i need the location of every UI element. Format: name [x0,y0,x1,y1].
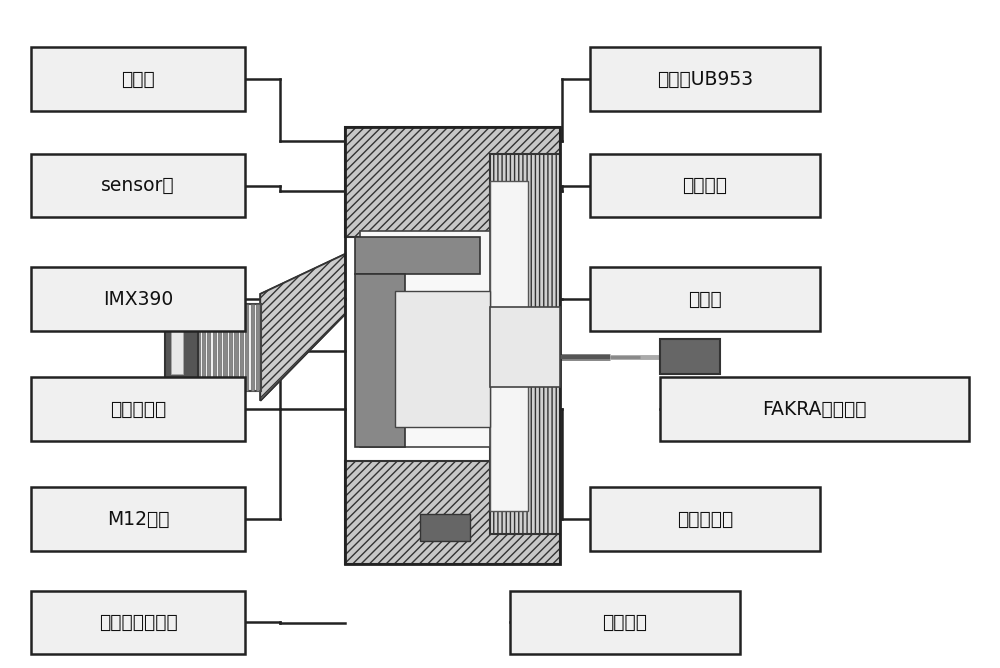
Text: 密封胶圈: 密封胶圈 [602,613,647,632]
Bar [395,291,490,428]
Bar [229,304,232,391]
Bar [202,304,205,391]
Bar [256,304,259,391]
Bar [345,128,560,564]
Bar [660,377,969,441]
Bar [355,237,480,274]
Bar [590,488,820,550]
Bar [31,47,245,111]
Bar [590,267,820,331]
Bar [196,304,200,391]
Bar [223,304,227,391]
Bar [31,591,245,654]
Bar [165,297,198,395]
Text: 惯性测量传感器: 惯性测量传感器 [99,613,177,632]
Bar [213,304,216,391]
Bar [510,591,740,654]
Text: 串行器UB953: 串行器UB953 [657,69,753,89]
Bar [31,267,245,331]
Text: IMX390: IMX390 [103,289,173,309]
Bar [490,307,560,387]
Text: 散热栅: 散热栅 [688,289,722,309]
Bar [171,324,183,374]
Bar [207,304,210,391]
Bar [218,304,221,391]
Bar [590,47,820,111]
Bar [490,180,528,510]
Bar [660,339,720,374]
Text: 铝合金外壳: 铝合金外壳 [677,510,733,528]
Bar [590,154,820,217]
Text: sensor板: sensor板 [101,176,175,195]
Bar [31,154,245,217]
Text: 中性减光片: 中性减光片 [110,399,166,418]
Polygon shape [260,254,345,401]
Bar [31,488,245,550]
Polygon shape [260,254,345,401]
Text: M12镜头: M12镜头 [107,510,169,528]
Bar [245,304,248,391]
Text: 导热硅脂: 导热硅脂 [682,176,727,195]
Bar [31,377,245,441]
Bar [345,128,560,237]
Bar [420,514,470,540]
Text: 接口板: 接口板 [121,69,155,89]
Bar [234,304,238,391]
Bar [355,274,405,448]
Text: FAKRA同轴电缆: FAKRA同轴电缆 [762,399,867,418]
Bar [251,304,254,391]
Bar [490,154,560,534]
Bar [240,304,243,391]
Bar [345,461,560,564]
Bar [196,304,261,391]
Bar [360,230,490,448]
